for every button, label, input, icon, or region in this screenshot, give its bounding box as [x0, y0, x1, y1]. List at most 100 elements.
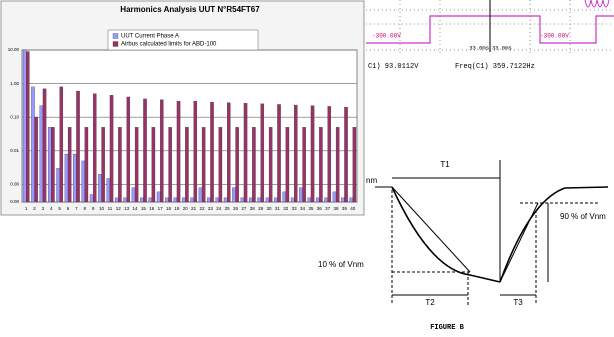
bar: [232, 187, 236, 203]
bar: [257, 197, 261, 203]
x-tick-label: 31: [275, 206, 281, 211]
bar: [140, 197, 144, 203]
x-tick-label: 20: [183, 206, 189, 211]
legend-swatch: [112, 33, 119, 39]
legend-label: Airbus calculated limits for ABD-100: [121, 42, 217, 48]
bar: [207, 197, 211, 203]
x-tick-label: 28: [250, 206, 256, 211]
x-tick-label: 16: [149, 206, 155, 211]
bar: [227, 102, 231, 203]
bar: [114, 197, 119, 203]
bar: [84, 127, 89, 203]
bar: [93, 93, 97, 203]
x-tick-label: 9: [92, 206, 95, 211]
bar: [235, 127, 239, 203]
bar: [319, 127, 323, 203]
bar: [31, 86, 35, 203]
x-tick-label: 13: [124, 206, 130, 211]
bar: [349, 197, 353, 203]
scope-marker: -300.00V: [540, 33, 569, 40]
x-tick-label: 5: [58, 206, 61, 211]
bar: [34, 117, 38, 203]
bar: [248, 197, 253, 203]
bar: [151, 127, 156, 203]
x-tick-label: 34: [300, 206, 306, 211]
bar: [341, 197, 345, 203]
x-tick-label: 26: [233, 206, 239, 211]
y-tick-label: 0.00: [10, 182, 19, 187]
y-tick-label: 0.01: [10, 148, 19, 153]
bar: [243, 103, 248, 203]
x-tick-label: 3: [42, 206, 45, 211]
bar: [181, 197, 186, 203]
bar: [290, 197, 295, 203]
x-tick-label: 29: [258, 206, 264, 211]
bar: [274, 197, 278, 203]
scope-wave: [584, 0, 610, 8]
bar: [73, 153, 77, 203]
bar: [185, 127, 189, 203]
bar: [168, 127, 172, 203]
bar: [165, 197, 169, 203]
x-tick-label: 21: [191, 206, 197, 211]
bar: [285, 127, 290, 203]
scope-frequency: Freq(C1) 359.7122Hz: [455, 63, 535, 71]
bar: [156, 191, 161, 203]
bar: [176, 101, 181, 203]
bar: [324, 197, 328, 203]
x-tick-label: 23: [208, 206, 214, 211]
bar: [299, 187, 303, 203]
x-tick-label: 10: [99, 206, 105, 211]
x-tick-label: 25: [225, 206, 231, 211]
figure-b-labels: T1 nm 90 % of Vnm 10 % of Vnm T2 T3 FIGU…: [318, 160, 606, 332]
bar: [59, 86, 64, 203]
bar: [51, 127, 55, 203]
bar: [98, 174, 102, 203]
bar: [265, 197, 270, 203]
scope-marker: -300.00V: [372, 33, 401, 40]
t3-label: T3: [513, 298, 523, 307]
bar: [327, 106, 332, 203]
bar: [240, 197, 245, 203]
scope-voltage: C1) 93.0112V: [368, 63, 419, 71]
x-tick-label: 36: [317, 206, 323, 211]
y-tick-label: 1.00: [10, 81, 19, 86]
bar: [268, 127, 273, 203]
bar: [210, 102, 214, 203]
t2-label: T2: [425, 298, 435, 307]
scope-trace: [366, 15, 614, 44]
bar: [76, 90, 80, 203]
scope-time: 33.0ms: [469, 44, 489, 51]
bar: [143, 98, 147, 203]
x-tick-label: 32: [283, 206, 289, 211]
x-tick-label: 24: [216, 206, 222, 211]
x-tick-label: 1: [25, 206, 28, 211]
bar: [335, 127, 340, 203]
x-tick-label: 7: [75, 206, 78, 211]
bar: [148, 197, 152, 203]
bar: [56, 168, 60, 203]
bar: [81, 160, 85, 203]
figure-b: [375, 160, 609, 305]
bar: [160, 99, 164, 203]
x-tick-label: 12: [116, 206, 122, 211]
bar: [252, 127, 256, 203]
legend-swatch: [112, 41, 119, 47]
y-tick-label: 10.00: [8, 47, 20, 52]
bar: [26, 51, 30, 203]
bar: [47, 127, 52, 203]
x-tick-label: 11: [108, 206, 113, 211]
scope-time: 33.0ms: [492, 44, 512, 51]
bar: [126, 96, 131, 203]
x-tick-label: 17: [158, 206, 164, 211]
bar: [173, 197, 178, 203]
bar: [307, 197, 312, 203]
bar: [123, 197, 127, 203]
x-tick-label: 27: [241, 206, 247, 211]
ten-label: 10 % of Vnm: [318, 260, 364, 269]
bar: [22, 49, 27, 203]
x-tick-label: 38: [334, 206, 340, 211]
bar: [282, 191, 286, 203]
fall-curve: [391, 186, 501, 283]
